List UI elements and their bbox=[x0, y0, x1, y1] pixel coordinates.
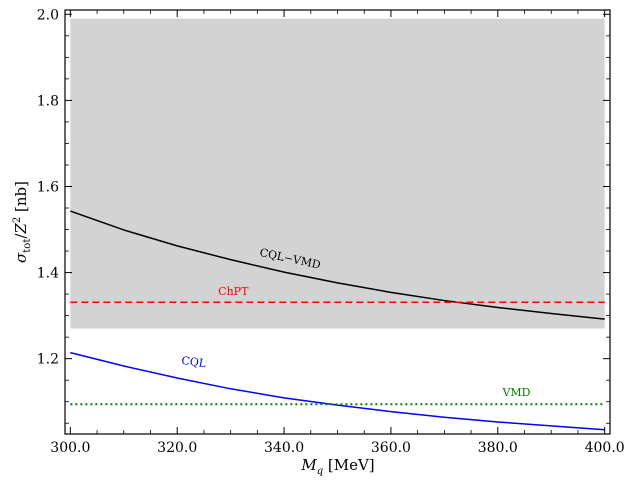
y-tick-label: 1.6 bbox=[37, 179, 59, 195]
y-axis-title: σtot/Z2 [nb] bbox=[12, 181, 33, 263]
shaded-band bbox=[70, 18, 605, 329]
y-tick-label: 1.8 bbox=[37, 93, 59, 109]
y-tick-label: 2.0 bbox=[37, 7, 59, 23]
y-tick-label: 1.2 bbox=[37, 352, 59, 368]
x-tick-label: 400.0 bbox=[585, 440, 625, 456]
series-label-chpt: ChPT bbox=[218, 285, 249, 298]
x-tick-label: 360.0 bbox=[371, 440, 411, 456]
x-tick-label: 340.0 bbox=[264, 440, 304, 456]
tick-layer: 300.0 320.0 340.0 360.0 380.0 400.0 1.2 1.4 1.6 1… bbox=[37, 7, 625, 456]
series-label-vmd: VMD bbox=[501, 386, 530, 399]
x-tick-label: 380.0 bbox=[478, 440, 518, 456]
series-line-cql bbox=[70, 351, 605, 431]
x-tick-label: 320.0 bbox=[157, 440, 197, 456]
y-tick-label: 1.4 bbox=[37, 266, 59, 282]
series-label-cql: CQL bbox=[181, 354, 208, 370]
curve-layer bbox=[70, 210, 605, 431]
x-tick-label: 300.0 bbox=[50, 440, 90, 456]
band-layer bbox=[70, 18, 605, 329]
series-line-cql-vmd bbox=[70, 210, 605, 320]
x-axis-title: Mq [MeV] bbox=[300, 456, 374, 477]
